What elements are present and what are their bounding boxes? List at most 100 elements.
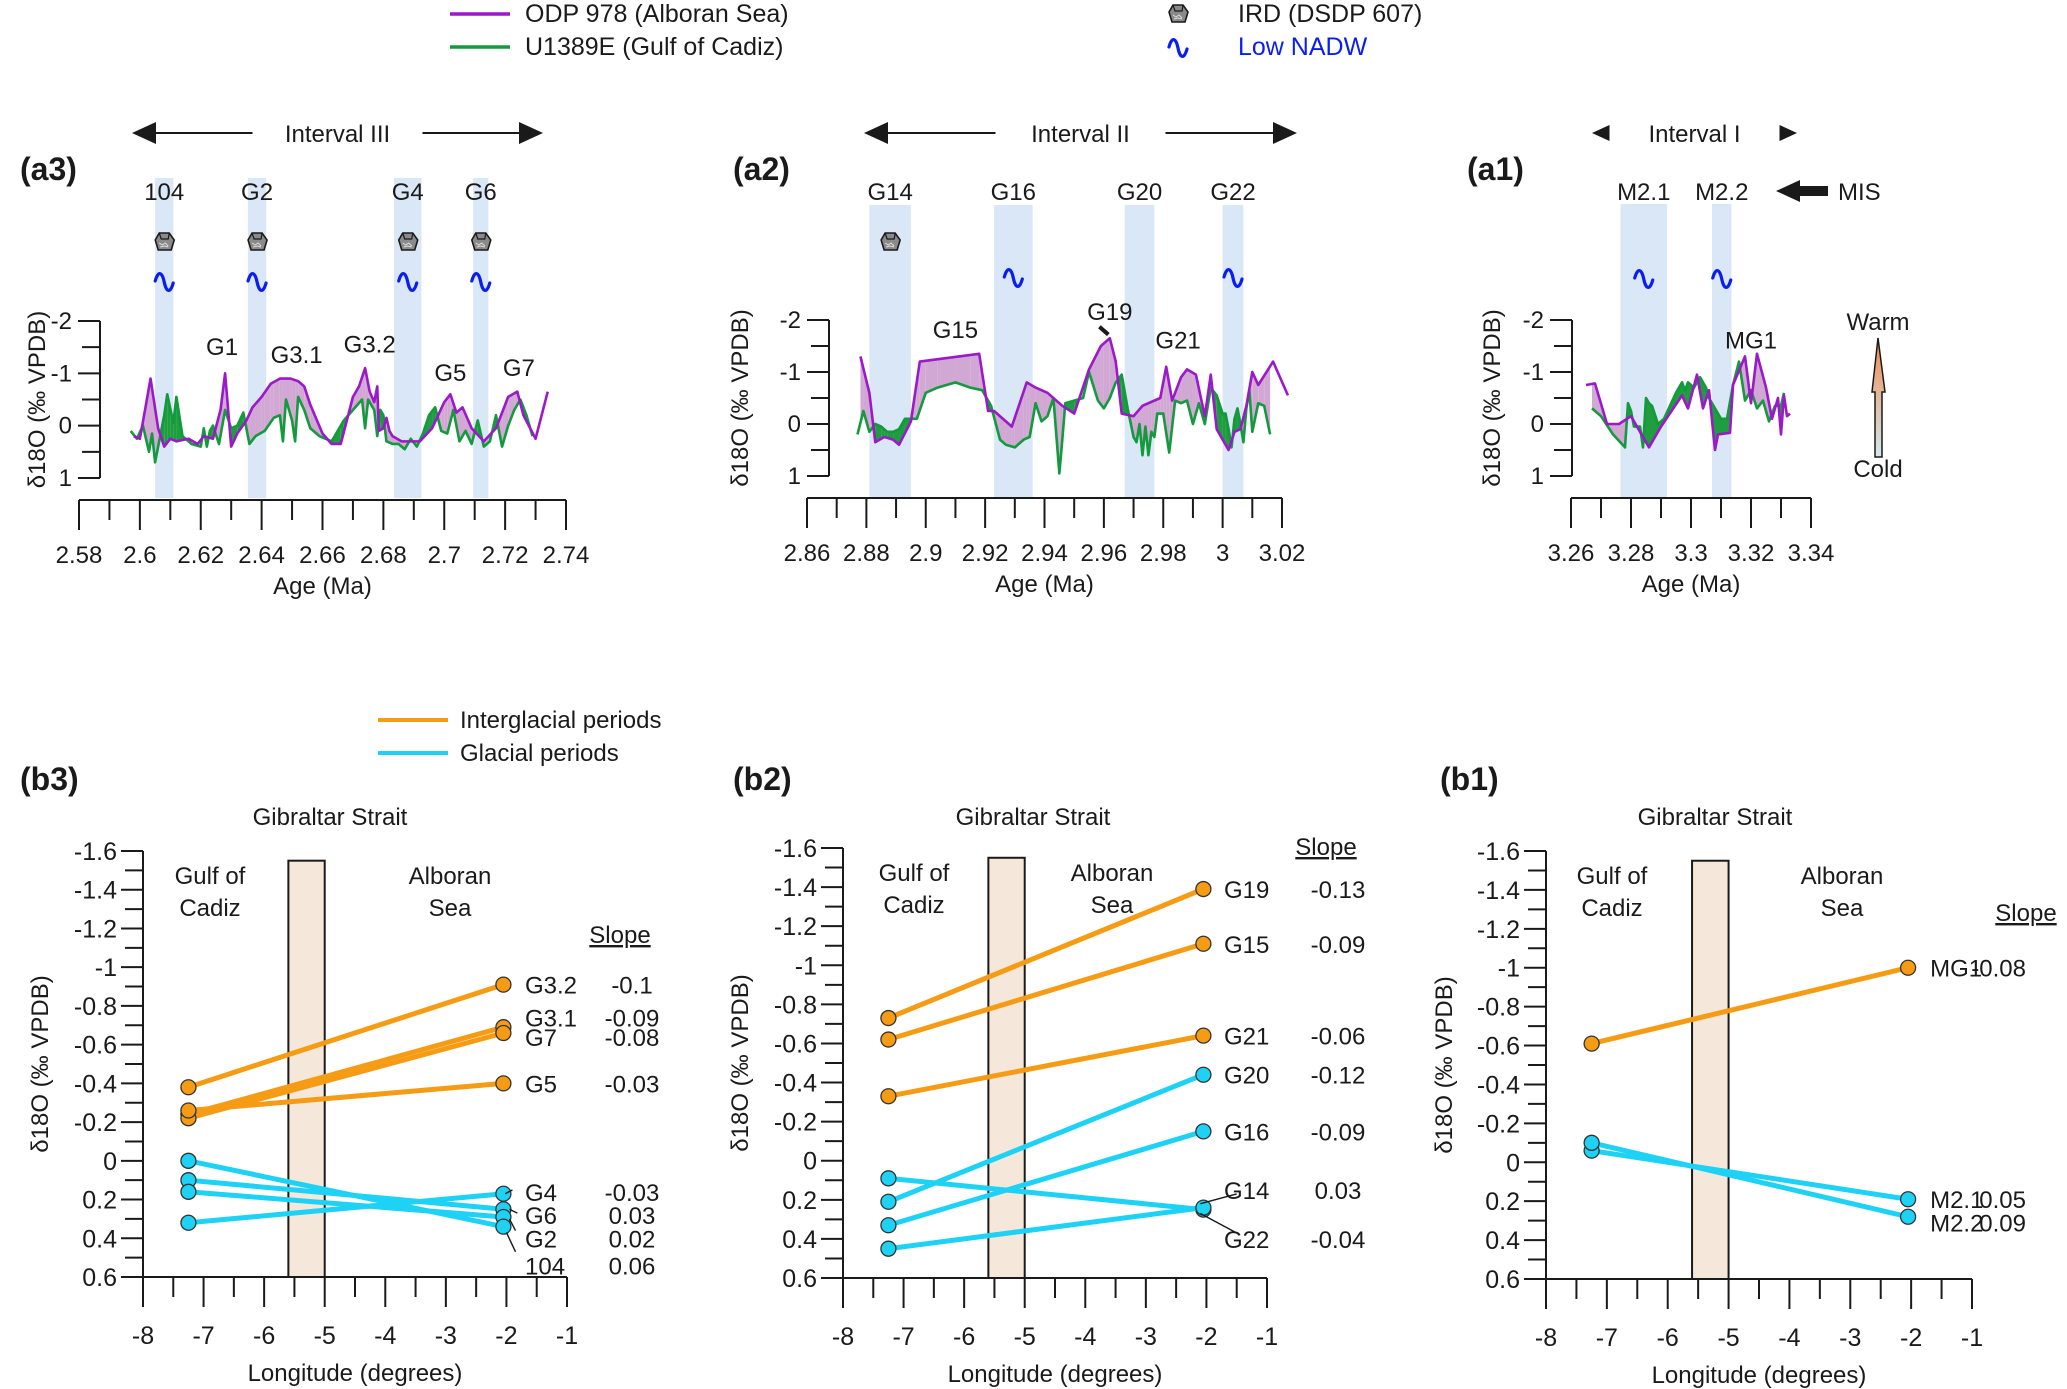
arrow-right-head — [519, 122, 543, 144]
alboran-lighter-fill — [916, 361, 920, 419]
data-point — [1899, 1191, 1917, 1208]
data-point — [880, 1193, 897, 1210]
legend-top: ODP 978 (Alboran Sea) U1389E (Gulf of Cad… — [450, 0, 1422, 61]
y-tick-label: -0.2 — [74, 1109, 117, 1137]
alboran-lighter-fill — [1026, 382, 1030, 439]
panel-label: (a1) — [1467, 151, 1524, 187]
data-point — [1195, 1027, 1212, 1044]
series-line — [1591, 1140, 1909, 1220]
slope-value: -0.03 — [605, 1071, 660, 1098]
cadiz-lighter-fill — [1721, 418, 1727, 435]
y-tick-label: 0 — [103, 1148, 117, 1176]
data-point — [1899, 959, 1917, 976]
odp978-line — [133, 366, 549, 448]
alboran-lighter-fill — [1187, 369, 1193, 424]
x-tick-label: -3 — [435, 1322, 457, 1350]
ird-icon — [154, 232, 176, 251]
region-label-alboran-sea-line: Alboran — [409, 863, 492, 890]
slope-header: Slope — [1995, 900, 2056, 927]
low-nadw-icon — [397, 272, 419, 292]
y-axis: -1.6 -1.4 -1.2 -1 -0.8 -0.6 -0.4 -0.2 0 0.2 0.4 0.6… — [1431, 838, 1547, 1294]
ird-icon-texture — [1172, 14, 1183, 20]
alboran-lighter-fill — [149, 378, 151, 452]
x-tick-label: 3.34 — [1788, 540, 1835, 567]
series-line — [188, 1189, 504, 1220]
region-label-gulf-of-cadiz-line: Cadiz — [883, 892, 944, 919]
slope-header: Slope — [589, 922, 650, 949]
x-tick-label: -2 — [495, 1322, 517, 1350]
alboran-lighter-fill — [249, 407, 253, 444]
cadiz-lighter-fill — [1216, 395, 1223, 440]
y-tick-label: 0 — [59, 413, 72, 440]
legend-label: U1389E (Gulf of Cadiz) — [525, 33, 783, 61]
slope-value: 0.03 — [609, 1203, 656, 1230]
x-tick-label: 3.26 — [1548, 540, 1595, 567]
alboran-lighter-fill — [1151, 400, 1155, 437]
y-tick-label: 0.2 — [782, 1187, 817, 1215]
ird-icon-body — [247, 232, 268, 251]
legend-label: ODP 978 (Alboran Sea) — [525, 0, 789, 28]
glacial-band-label: G4 — [392, 179, 424, 206]
cold-label: Cold — [1853, 456, 1902, 483]
slope-value: -0.08 — [1971, 956, 2026, 983]
region-label-gulf-of-cadiz: Gulf of Cadiz — [1577, 863, 1648, 922]
ird-icon-body — [397, 232, 419, 251]
glacial-band — [473, 178, 489, 498]
interval-label-bg — [252, 118, 423, 148]
x-tick-label: -3 — [1839, 1324, 1861, 1352]
alboran-lighter-fill — [1157, 398, 1161, 414]
x-tick-label: -2 — [1195, 1323, 1217, 1351]
x-axis-title: Longitude (degrees) — [1652, 1362, 1867, 1389]
y-axis-title: δ18O (‰ VPDB) — [727, 974, 754, 1151]
y-tick-label: -1.6 — [74, 838, 117, 866]
alboran-lighter-fill — [937, 356, 956, 388]
series-name-label: G20 — [1224, 1063, 1269, 1090]
slope-value: -0.06 — [1311, 1024, 1366, 1051]
series-name-label: G15 — [1224, 932, 1269, 959]
ird-icon — [470, 232, 492, 251]
series-G4 — [180, 1185, 512, 1231]
x-tick-label: -8 — [132, 1322, 154, 1350]
series-line — [187, 1024, 505, 1117]
slope-value: -0.09 — [1311, 1119, 1366, 1146]
ird-icon-facet — [251, 232, 263, 240]
low-nadw-icon — [1222, 268, 1244, 288]
series-name-label: G16 — [1224, 1119, 1269, 1146]
glacial-band-label: G14 — [867, 179, 912, 206]
x-axis: 3.26 3.28 3.3 3.32 3.34 Age (Ma) — [1548, 497, 1835, 598]
y-tick-label: -0.6 — [74, 1032, 117, 1060]
x-tick-label: -4 — [374, 1322, 396, 1350]
region-label-alboran-sea: Alboran Sea — [1071, 860, 1154, 919]
x-axis-title: Longitude (degrees) — [948, 1361, 1163, 1388]
y-tick-label: -1 — [795, 952, 817, 980]
slope-value: 0.06 — [609, 1253, 656, 1280]
data-point — [880, 1170, 897, 1187]
y-tick-label: -1.2 — [1477, 916, 1520, 944]
alboran-lighter-fill — [508, 393, 515, 426]
glacial-band-label: G20 — [1117, 179, 1162, 206]
y-tick-label: -2 — [51, 308, 72, 335]
interval-label: Interval III — [285, 121, 390, 148]
peak-label: G19 — [1087, 299, 1132, 326]
x-tick-label: -5 — [1014, 1323, 1036, 1351]
y-tick-label: 1 — [59, 465, 72, 492]
alboran-lighter-fill — [304, 386, 311, 429]
alboran-lighter-fill — [1041, 390, 1048, 422]
panel-label: (a3) — [20, 151, 77, 187]
series-name-label: G21 — [1224, 1024, 1269, 1051]
y-tick-label: -0.4 — [74, 1070, 117, 1098]
alboran-lighter-fill — [1097, 346, 1101, 405]
y-tick-label: -1 — [95, 954, 117, 982]
glacial-band — [1222, 205, 1244, 498]
y-tick-label: 0.4 — [1485, 1227, 1520, 1255]
alboran-lighter-fill — [270, 382, 274, 423]
data-point — [1195, 1066, 1212, 1083]
x-tick-label: 2.72 — [482, 542, 529, 569]
data-point — [180, 1152, 197, 1169]
region-label-gulf-of-cadiz-line: Gulf of — [175, 863, 246, 890]
series-name-label: G19 — [1224, 877, 1269, 904]
alboran-lighter-fill — [919, 360, 926, 411]
slope-header: Slope — [1295, 834, 1356, 861]
peak-label: G1 — [206, 334, 238, 361]
region-label-alboran-sea: Alboran Sea — [1801, 863, 1884, 922]
